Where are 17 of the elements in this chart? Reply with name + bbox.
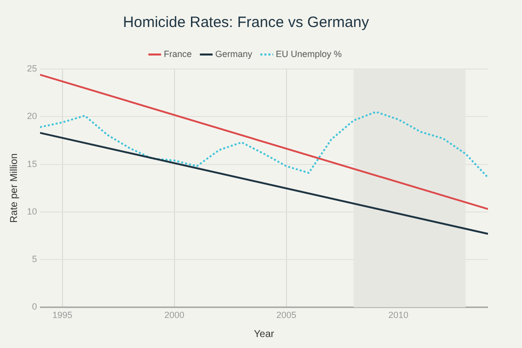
x-tick-label: 2005 (276, 310, 296, 320)
y-tick-label: 0 (32, 302, 38, 312)
y-tick-label: 20 (26, 111, 38, 122)
x-tick-label: 2000 (164, 310, 184, 320)
y-axis-title: Rate per Million (8, 153, 20, 223)
x-tick-label: 1995 (52, 310, 72, 320)
x-tick-label: 2010 (388, 310, 408, 320)
line-series (40, 110, 488, 179)
y-tick-label: 15 (26, 158, 38, 169)
y-tick-label: 10 (26, 206, 38, 216)
chart-title: Homicide Rates: France vs Germany (123, 14, 370, 32)
y-tick-label: 25 (26, 63, 38, 74)
legend-label: France (164, 48, 192, 59)
y-tick-label: 5 (32, 254, 38, 264)
x-axis-title: Year (254, 328, 275, 340)
legend-label: Germany (215, 48, 253, 59)
legend-label: EU Unemploy % (276, 48, 342, 59)
